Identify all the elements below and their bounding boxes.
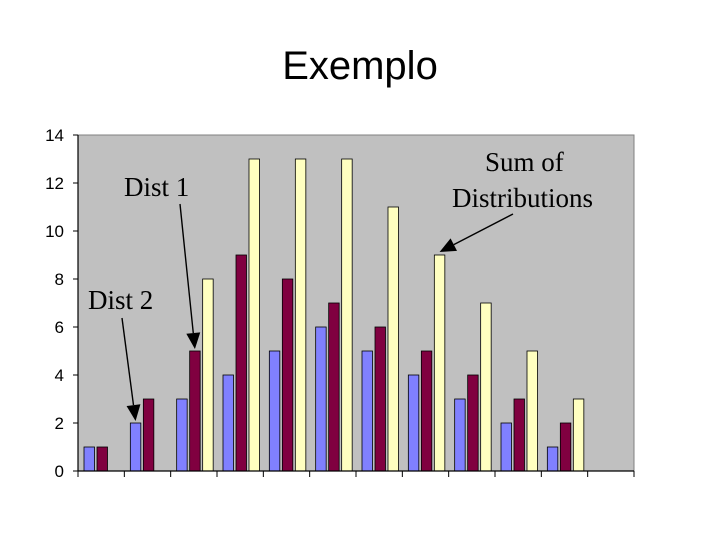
bar-dist-1 bbox=[559, 422, 572, 472]
y-tick-label: 0 bbox=[55, 462, 64, 481]
bar-dist-1 bbox=[281, 278, 294, 472]
bar-sum-of-distributions bbox=[480, 302, 492, 472]
annotation-dist-2: Dist 2 bbox=[88, 285, 153, 315]
bar-sum-of-distributions bbox=[248, 158, 260, 472]
bar-dist-1 bbox=[235, 254, 247, 472]
annotation-arrow-line bbox=[453, 213, 514, 246]
bar-dist-1 bbox=[96, 446, 108, 472]
bar-dist-1 bbox=[513, 398, 525, 472]
annotation-arrow-line bbox=[121, 317, 135, 406]
bar-dist-2 bbox=[361, 350, 373, 472]
slide-title: Exemplo bbox=[282, 44, 438, 88]
bar-dist-1 bbox=[420, 350, 433, 472]
bar-sum-of-distributions bbox=[433, 254, 446, 472]
annotation-sum-of: Sum of bbox=[485, 147, 564, 177]
bar-sum-of-distributions bbox=[572, 398, 585, 472]
annotation-arrowhead bbox=[439, 238, 458, 252]
bar-dist-2 bbox=[222, 374, 234, 472]
y-tick-label: 6 bbox=[55, 318, 64, 337]
bar-sum-of-distributions bbox=[202, 278, 214, 472]
bar-dist-2 bbox=[83, 446, 95, 472]
y-tick-label: 12 bbox=[45, 174, 64, 193]
bar-dist-1 bbox=[467, 374, 479, 472]
bar-dist-1 bbox=[374, 326, 386, 472]
y-tick-label: 8 bbox=[55, 270, 64, 289]
bar-dist-2 bbox=[176, 398, 188, 472]
bar-dist-2 bbox=[129, 422, 142, 472]
bar-sum-of-distributions bbox=[387, 206, 399, 472]
bar-dist-1 bbox=[142, 398, 155, 472]
bar-dist-1 bbox=[328, 302, 340, 472]
bar-dist-2 bbox=[268, 350, 281, 472]
bar-dist-2 bbox=[407, 374, 420, 472]
bar-dist-2 bbox=[500, 422, 512, 472]
annotation-arrowhead bbox=[126, 404, 141, 421]
y-tick-label: 2 bbox=[55, 414, 64, 433]
bar-dist-2 bbox=[315, 326, 327, 472]
annotation-arrow-line bbox=[179, 203, 194, 334]
bar-sum-of-distributions bbox=[294, 158, 307, 472]
plot-area bbox=[77, 134, 635, 472]
y-tick-label: 14 bbox=[45, 126, 64, 145]
bar-sum-of-distributions bbox=[341, 158, 353, 472]
bar-sum-of-distributions bbox=[526, 350, 538, 472]
bar-dist-2 bbox=[454, 398, 466, 472]
annotation-distributions: Distributions bbox=[452, 183, 593, 213]
y-tick-label: 10 bbox=[45, 222, 64, 241]
y-tick-label: 4 bbox=[55, 366, 64, 385]
bar-dist-1 bbox=[189, 350, 201, 472]
bar-dist-2 bbox=[546, 446, 559, 472]
annotation-arrowhead bbox=[186, 332, 201, 349]
annotation-dist-1: Dist 1 bbox=[124, 172, 189, 202]
